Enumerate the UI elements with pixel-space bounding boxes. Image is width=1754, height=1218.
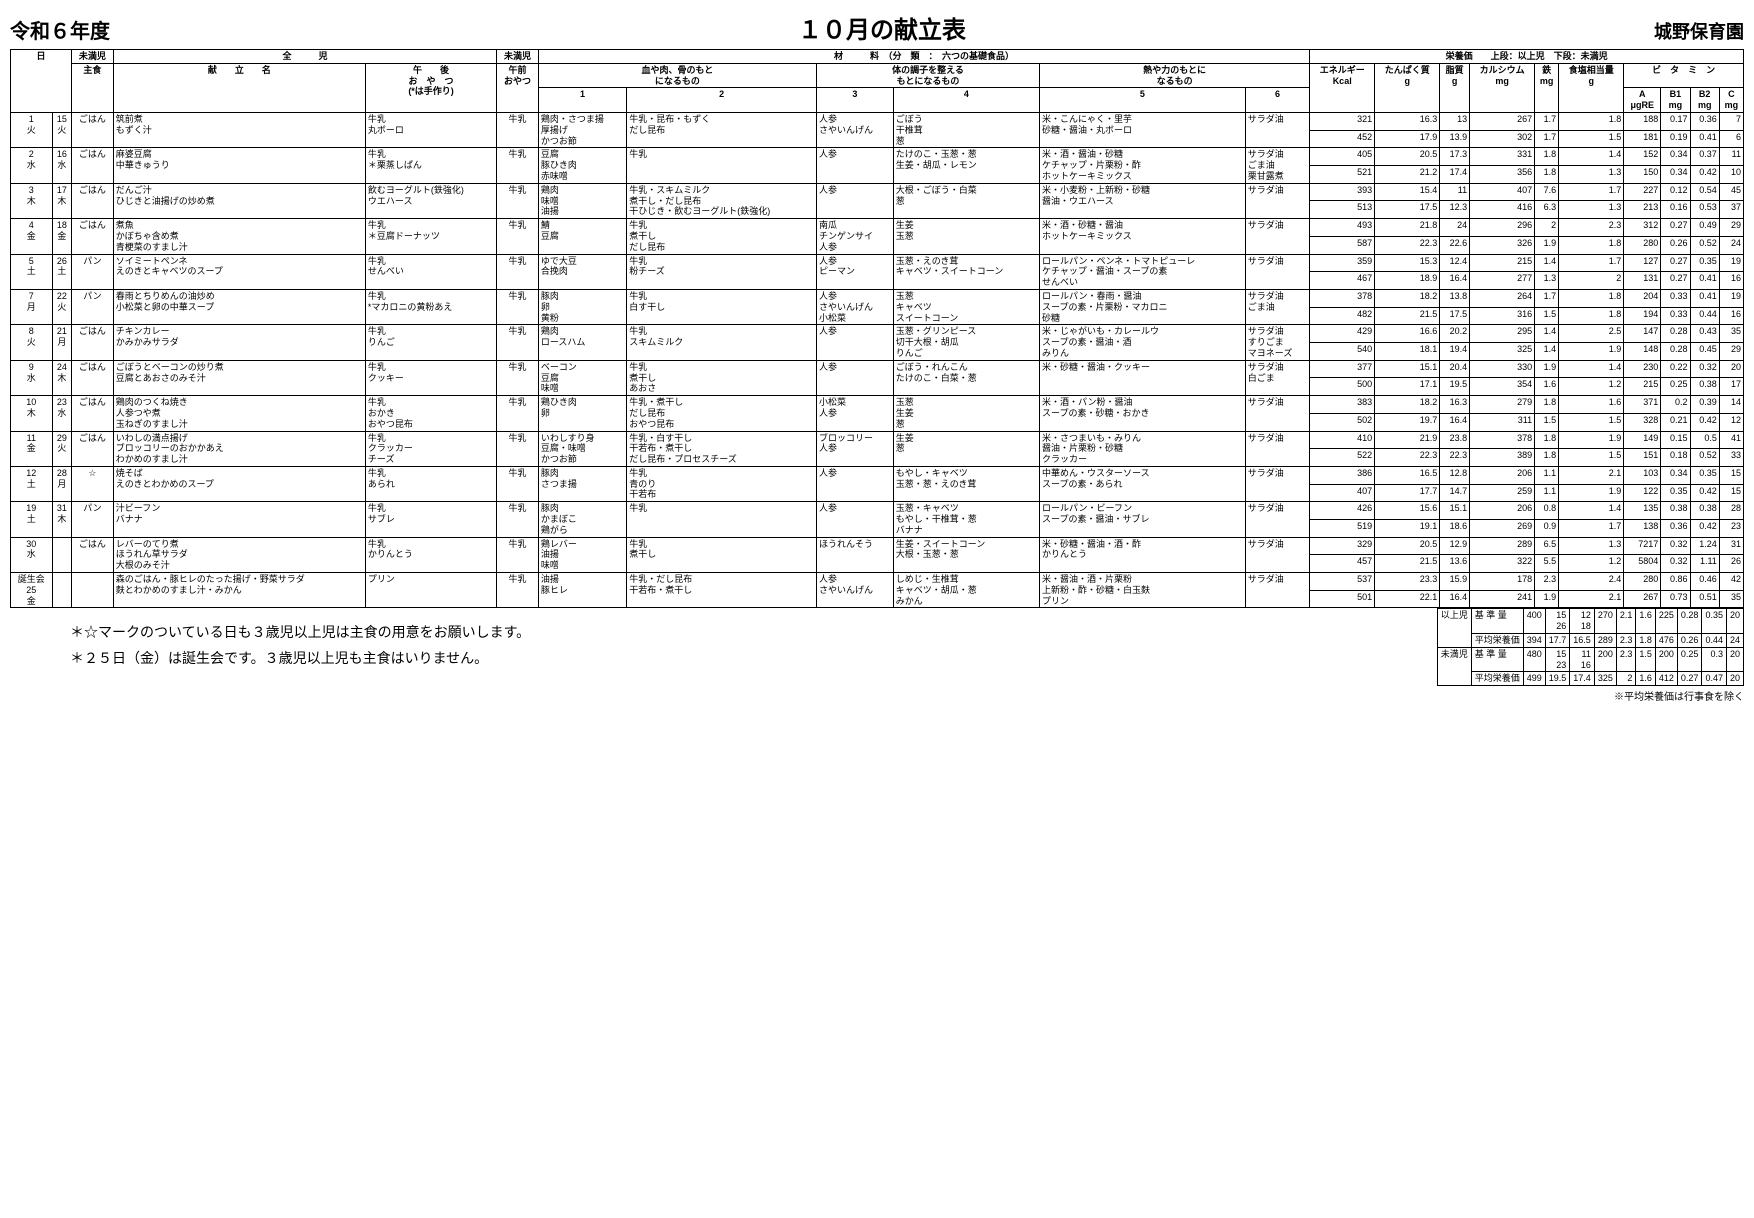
col-under2: 未満児 [497, 50, 539, 64]
table-row: 4 金18 金ごはん煮魚 かぼちゃ含め煮 青梗菜のすまし汁牛乳 ＊豆腐ドーナッツ… [11, 219, 1744, 237]
main-title: １０月の献立表 [798, 10, 966, 45]
notes-section: ＊☆マークのついている日も３歳児以上児は主食の用意をお願いします。 ＊２５日（金… [10, 616, 1417, 674]
col-iron: 鉄 mg [1535, 63, 1559, 112]
footnote: ※平均栄養価は行事食を除く [1437, 688, 1744, 703]
col-calcium: カルシウム mg [1470, 63, 1535, 112]
col-vita: A μgRE [1624, 88, 1661, 113]
col-salt: 食塩相当量 g [1559, 63, 1624, 112]
col-vitamins: ビ タ ミ ン [1624, 63, 1744, 88]
table-header: 日 未満児 全 児 未満児 材 料 （分 類 ： 六つの基礎食品） 栄養価 上段… [11, 50, 1744, 113]
table-row: 30 水ごはんレバーのてり煮 ほうれん草サラダ 大根のみそ汁牛乳 かりんとう牛乳… [11, 537, 1744, 555]
table-row: 8 火21 月ごはんチキンカレー かみかみサラダ牛乳 りんご牛乳鶏肉 ロースハム… [11, 325, 1744, 343]
col-fat: 脂質 g [1440, 63, 1470, 112]
col-mat3: 熱や力のもとに なるもの [1040, 63, 1310, 88]
table-body: 1 火15 火ごはん筑前煮 もずく汁牛乳 丸ボーロ牛乳鶏肉・さつま揚 厚揚げ か… [11, 112, 1744, 607]
table-row: 2 水16 水ごはん麻婆豆腐 中華きゅうり牛乳 ＊栗蒸しぱん牛乳豆腐 豚ひき肉 … [11, 148, 1744, 166]
col-protein: たんぱく質 g [1375, 63, 1440, 112]
col-materials: 材 料 （分 類 ： 六つの基礎食品） [538, 50, 1309, 64]
school-name: 城野保育園 [1654, 18, 1744, 44]
col-day: 日 [11, 50, 72, 113]
table-row: 12 土28 月☆焼そば えのきとわかめのスープ牛乳 あられ牛乳豚肉 さつま揚牛… [11, 466, 1744, 484]
col-vitb1: B1 mg [1661, 88, 1690, 113]
under-label: 未満児 [1437, 647, 1471, 685]
col-mat3a: 5 [1040, 88, 1246, 113]
avg-label: 平均栄養価 [1471, 634, 1523, 648]
col-energy: エネルギー Kcal [1310, 63, 1375, 112]
note-1: ＊☆マークのついている日も３歳児以上児は主食の用意をお願いします。 [70, 622, 1417, 642]
col-mainmeal: 主食 [72, 63, 114, 112]
col-vitc: C mg [1719, 88, 1743, 113]
col-mat1: 血や肉、骨のもと になるもの [538, 63, 816, 88]
over-label: 以上児 [1437, 609, 1471, 647]
table-row: 5 土26 土パンソイミートペンネ えのきとキャベツのスープ牛乳 せんべい牛乳ゆ… [11, 254, 1744, 272]
col-nutrition: 栄養価 上段：以上児 下段：未満児 [1310, 50, 1744, 64]
col-mat3b: 6 [1245, 88, 1309, 113]
col-mat2: 体の調子を整える もとになるもの [817, 63, 1040, 88]
table-row: 3 木17 木ごはんだんご汁 ひじきと油揚げの炒め煮飲むヨーグルト(鉄強化) ウ… [11, 183, 1744, 201]
col-mat1a: 1 [538, 88, 626, 113]
col-amsnack: 午前 おやつ [497, 63, 539, 112]
note-2: ＊２５日（金）は誕生会です。３歳児以上児も主食はいりません。 [70, 648, 1417, 668]
table-row: 19 土31 木パン汁ビーフン バナナ牛乳 サブレ牛乳豚肉 かまぼこ 鶏がら牛乳… [11, 502, 1744, 520]
table-row: 11 金29 火ごはんいわしの満点揚げ ブロッコリーのおかかあえ わかめのすまし… [11, 431, 1744, 449]
table-row: 10 木23 水ごはん鶏肉のつくね焼き 人参つや煮 玉ねぎのすまし汁牛乳 おかき… [11, 396, 1744, 414]
col-mat2a: 3 [817, 88, 894, 113]
col-pmsnack: 午 後 お や つ (*は手作り) [365, 63, 496, 112]
table-row: 7 月22 火パン春雨とちりめんの油炒め 小松菜と卵の中華スープ牛乳 *マカロニ… [11, 289, 1744, 307]
std-label: 基 準 量 [1471, 609, 1523, 634]
col-vitb2: B2 mg [1690, 88, 1719, 113]
menu-table: 日 未満児 全 児 未満児 材 料 （分 類 ： 六つの基礎食品） 栄養価 上段… [10, 49, 1744, 608]
table-row: 1 火15 火ごはん筑前煮 もずく汁牛乳 丸ボーロ牛乳鶏肉・さつま揚 厚揚げ か… [11, 112, 1744, 130]
col-all: 全 児 [113, 50, 496, 64]
year-label: 令和６年度 [10, 15, 110, 44]
col-mat2b: 4 [893, 88, 1039, 113]
table-row: 誕生会 25 金森のごはん・豚ヒレのたった揚げ・野菜サラダ 麩とわかめのすまし汁… [11, 573, 1744, 591]
table-row: 9 水24 木ごはんごぼうとベーコンの炒り煮 豆腐とあおさのみそ汁牛乳 クッキー… [11, 360, 1744, 378]
col-menuname: 献 立 名 [113, 63, 365, 112]
col-mat1b: 2 [627, 88, 817, 113]
summary-table: 以上児 基 準 量 40015 2612 182702.11.62250.280… [1437, 608, 1744, 686]
page-header: 令和６年度 １０月の献立表 城野保育園 [10, 10, 1744, 45]
col-under: 未満児 [72, 50, 114, 64]
